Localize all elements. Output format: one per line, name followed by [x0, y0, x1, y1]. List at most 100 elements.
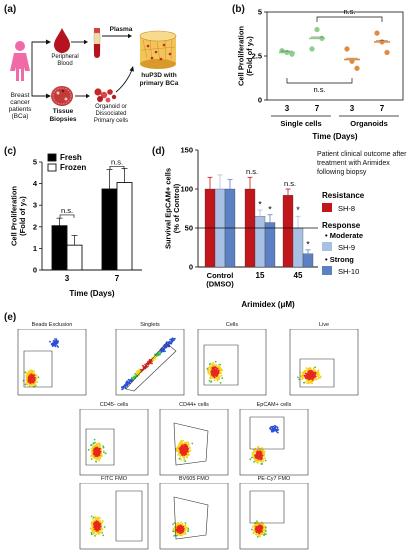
facs-plot-title: Live — [318, 322, 330, 328]
chart-d-xlabel: Arimidex (μM) — [241, 300, 295, 309]
facs-event — [92, 516, 95, 519]
facs-event — [258, 524, 261, 527]
facs-event — [169, 342, 171, 345]
chart-b-ylabel: Cell Proliferation(Fold of y₀) — [237, 26, 254, 86]
facs-event — [177, 454, 179, 456]
facs-event — [87, 448, 90, 451]
facs-event — [162, 347, 164, 350]
facs-event — [179, 444, 182, 447]
y-tick-label: 5 — [258, 8, 262, 17]
facs-event — [257, 461, 259, 464]
facs-event — [261, 532, 264, 535]
facs-event — [92, 442, 95, 445]
facs-event — [180, 443, 182, 446]
facs-event — [29, 382, 32, 385]
facs-event — [182, 442, 185, 445]
facs-density-plot — [115, 328, 185, 396]
facs-event — [191, 442, 194, 445]
facs-event — [29, 372, 31, 375]
facs-event — [306, 382, 309, 385]
facs-event — [37, 376, 40, 379]
facs-event — [93, 457, 96, 460]
facs-event — [213, 368, 216, 371]
facs-event — [215, 364, 218, 367]
x-tick-label: Control (DMSO) — [206, 271, 234, 288]
facs-event — [184, 450, 186, 453]
facs-event — [92, 521, 94, 524]
facs-event — [209, 365, 211, 368]
facs-event — [262, 529, 265, 532]
facs-event — [93, 445, 96, 448]
facs-event — [90, 458, 93, 460]
facs-event — [183, 452, 186, 455]
facs-event — [176, 531, 179, 533]
facs-event — [269, 427, 271, 430]
facs-event — [176, 447, 179, 450]
facs-event — [53, 344, 55, 347]
facs-plot: Singlets — [110, 322, 186, 400]
chart-d: 0 50 100 150 Survival EpCAM+ cells(% of Cont… — [164, 146, 365, 310]
facs-event — [156, 355, 158, 357]
facs-events — [173, 422, 209, 466]
facs-event — [127, 378, 130, 381]
y-tick-label: 5 — [33, 158, 37, 167]
chart-b: 0 2.5 5 Cell Proliferation(Fold of y₀) 3 7 3 7 S… — [237, 7, 404, 141]
facs-event — [259, 531, 262, 534]
facs-events — [89, 490, 143, 542]
facs-event — [26, 377, 28, 380]
facs-event — [184, 460, 187, 462]
chart-c-xlabel: Time (Days) — [69, 289, 115, 298]
facs-event — [206, 367, 209, 370]
facs-event — [220, 374, 223, 377]
tissue-biopsy-icon — [51, 86, 73, 106]
facs-event — [183, 458, 186, 460]
facs-event — [135, 374, 137, 376]
chart-b-xlabel: Time (Days) — [312, 132, 358, 141]
facs-event — [24, 383, 27, 386]
facs-event — [305, 367, 308, 369]
facs-gate — [125, 342, 177, 392]
facs-event — [186, 456, 189, 459]
facs-event — [97, 519, 99, 522]
chart-d-ylabel: Survival EpCAM+ cells(% of Control) — [164, 168, 181, 249]
facs-event — [179, 532, 182, 535]
facs-frame — [239, 482, 309, 550]
facs-event — [90, 522, 93, 524]
facs-event — [263, 454, 266, 456]
facs-event — [216, 377, 219, 380]
facs-density-plot — [239, 482, 309, 550]
facs-event — [209, 367, 212, 369]
facs-event — [255, 458, 258, 461]
facs-event — [252, 449, 255, 452]
facs-event — [306, 369, 309, 372]
panel-a-letter: (a) — [4, 4, 17, 15]
facs-event — [209, 377, 212, 379]
facs-event — [185, 533, 187, 535]
facs-event — [100, 531, 103, 533]
facs-event — [182, 450, 184, 453]
facs-gate — [249, 490, 285, 524]
facs-event — [303, 381, 305, 384]
facs-event — [317, 376, 320, 378]
facs-event — [94, 455, 97, 457]
legend-moderate: • Moderate — [325, 231, 363, 240]
facs-plot: PE-Cy7 FMO — [234, 476, 310, 554]
flow-cytometry-grid: Beads Exclusion Singlets Cells Live CD45- ce… — [0, 316, 410, 550]
facs-event — [184, 528, 187, 531]
facs-event — [164, 350, 166, 353]
facs-event — [95, 533, 97, 536]
facs-event — [90, 531, 93, 534]
blood-drop-icon — [54, 28, 70, 53]
facs-event — [30, 369, 32, 371]
facs-event — [212, 364, 214, 367]
facs-event — [177, 532, 179, 535]
facs-event — [180, 440, 183, 443]
facs-event — [92, 531, 95, 534]
facs-density-plot — [159, 482, 229, 550]
facs-event — [96, 444, 99, 446]
facs-event — [212, 371, 214, 374]
facs-event — [252, 526, 254, 528]
facs-frame — [197, 328, 267, 396]
facs-plot-title: FITC FMO — [101, 476, 127, 482]
facs-event — [100, 524, 103, 527]
